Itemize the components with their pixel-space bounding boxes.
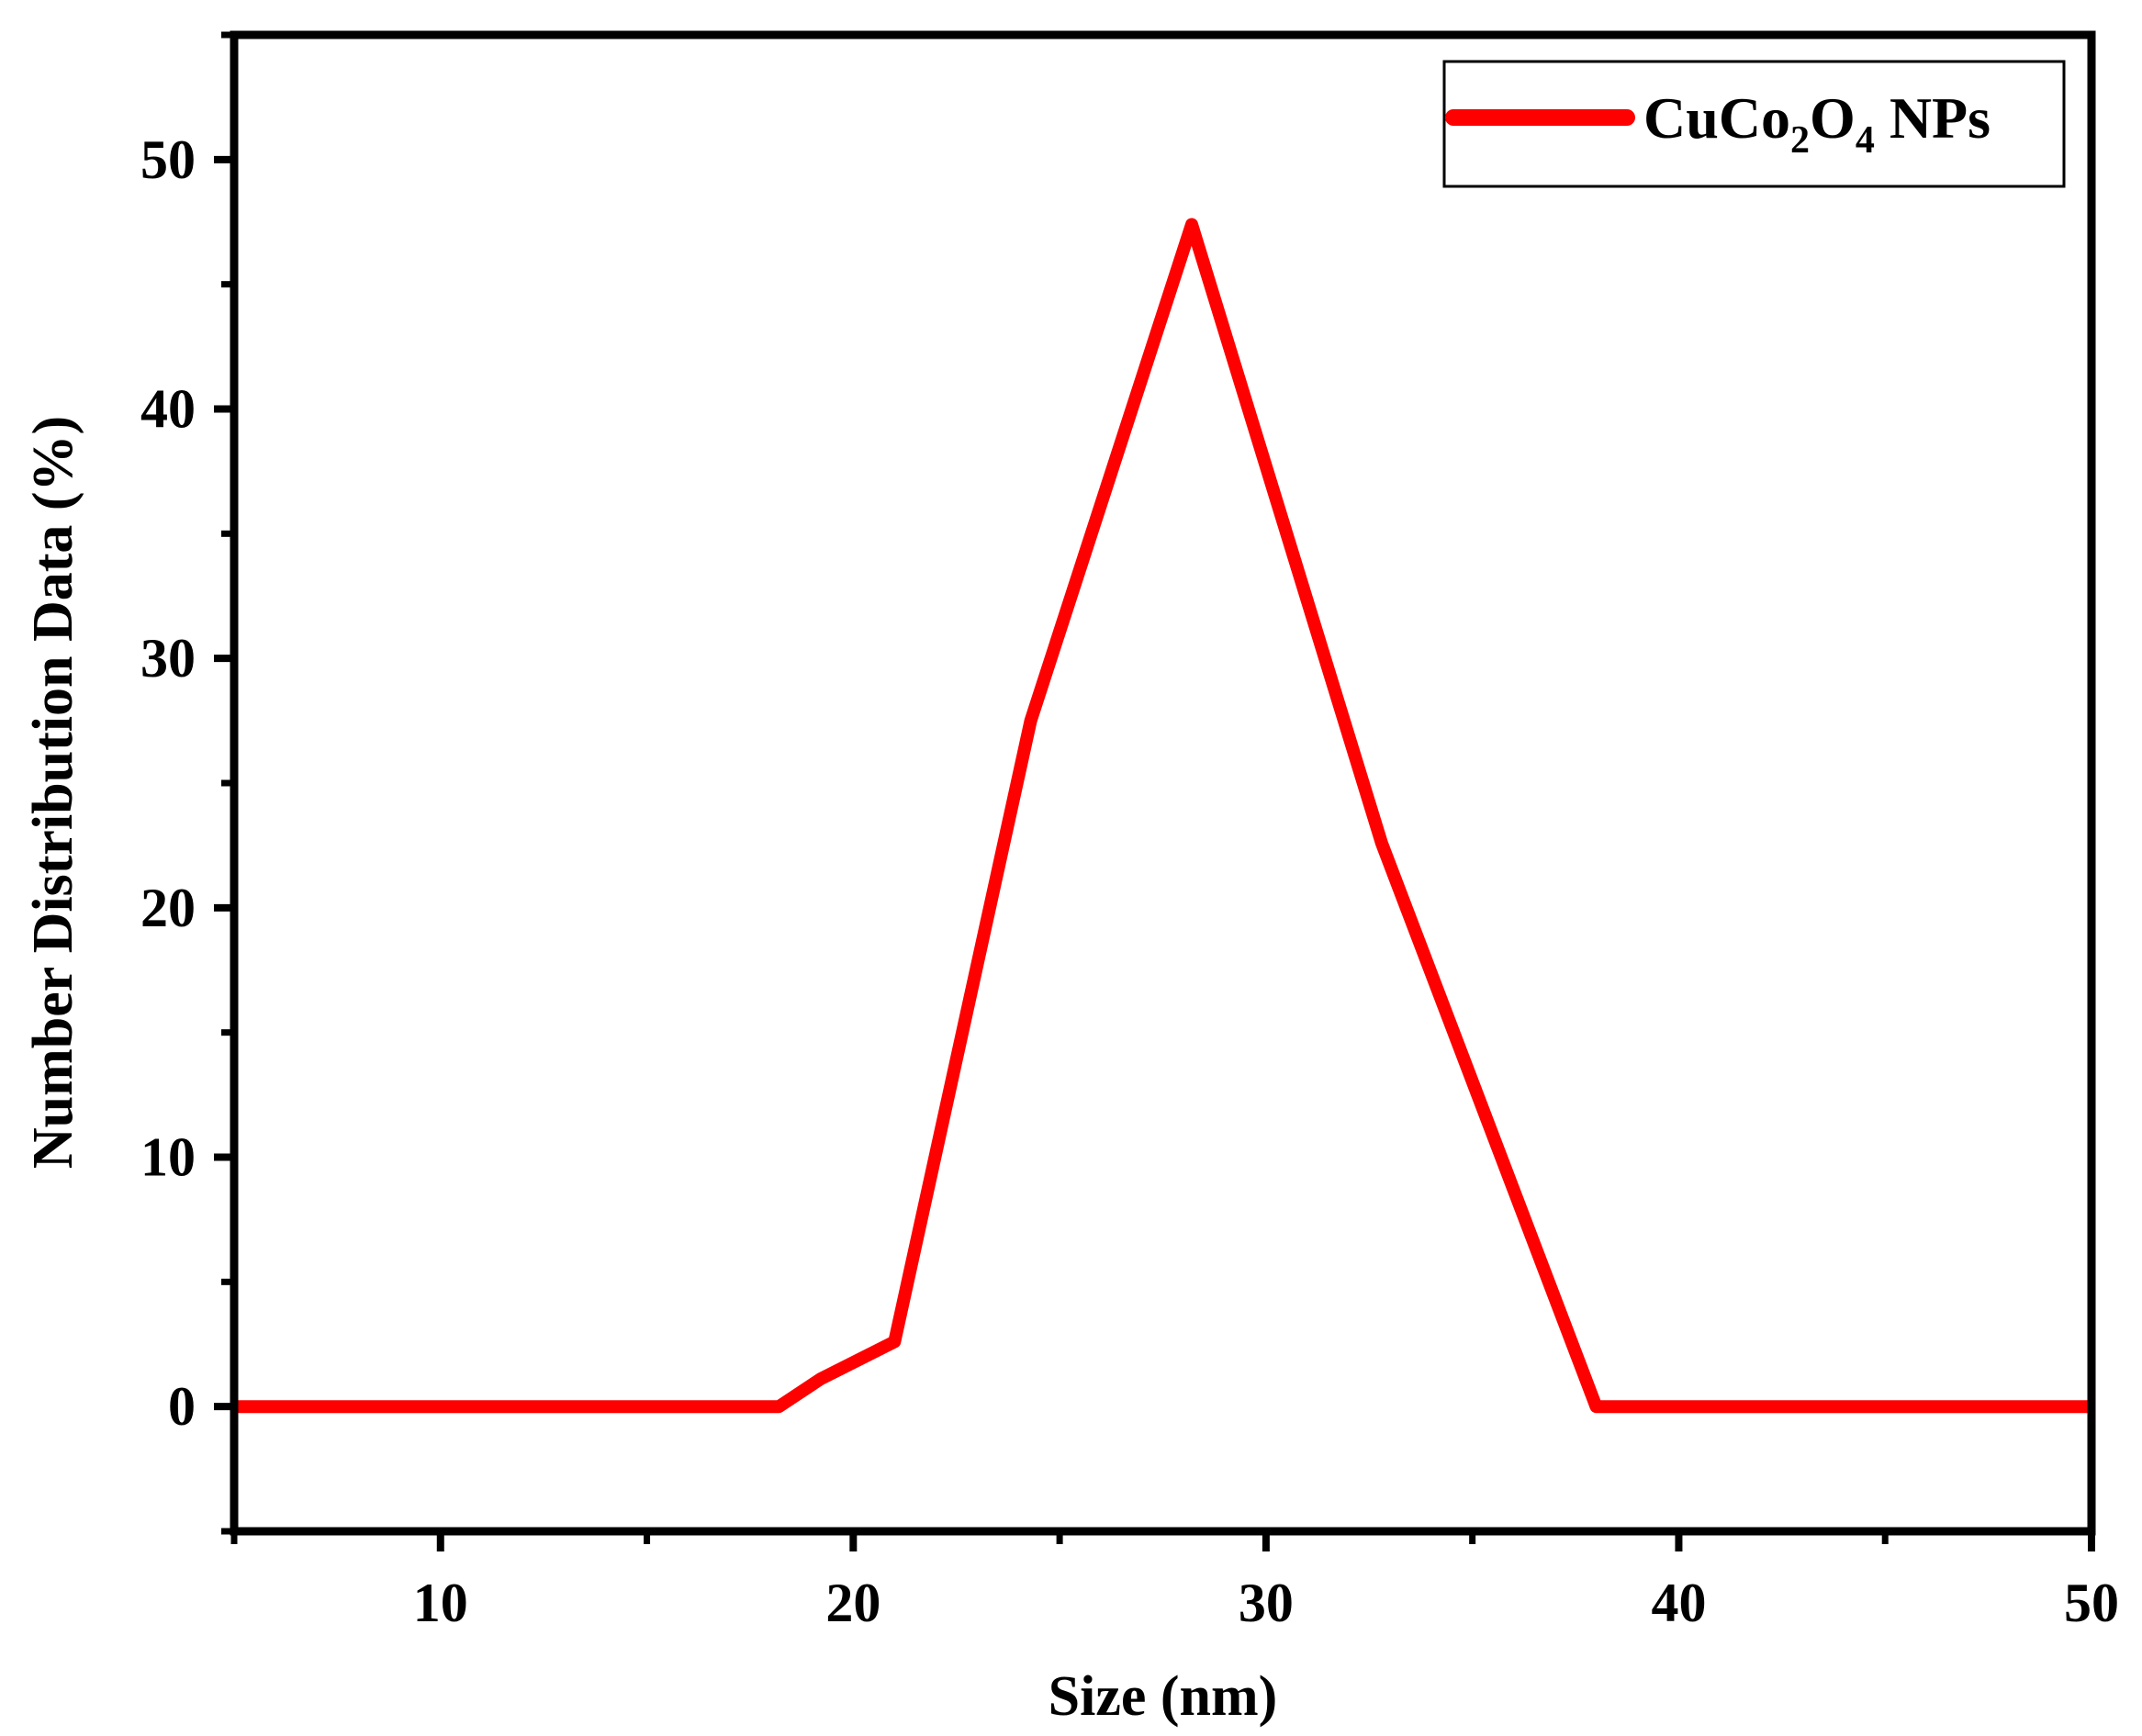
x-tick-labels: 10 20 30 40 50: [413, 1573, 2119, 1633]
legend-label-base1: CuCo: [1643, 85, 1790, 151]
y-tick-label-0: 0: [168, 1376, 196, 1437]
y-axis-title: Number Distribution Data (%): [22, 416, 84, 1169]
y-tick-label-50: 50: [140, 129, 196, 190]
series-line-0: [234, 218, 2092, 1414]
series-layer: [234, 218, 2092, 1414]
y-tick-labels: 0 10 20 30 40 50: [140, 129, 196, 1437]
x-tick-label-40: 40: [1651, 1573, 1706, 1633]
legend-label-suffix: NPs: [1875, 85, 1991, 151]
x-axis-title: Size (nm): [1049, 1665, 1278, 1728]
x-tick-label-20: 20: [825, 1573, 880, 1633]
x-tick-label-50: 50: [2064, 1573, 2119, 1633]
plot-frame: [230, 30, 2096, 1536]
legend-label: CuCo2O4 NPs: [1643, 85, 1991, 162]
y-tick-label-10: 10: [140, 1127, 196, 1188]
x-tick-label-30: 30: [1239, 1573, 1294, 1633]
x-tick-label-10: 10: [413, 1573, 468, 1633]
y-tick-label-40: 40: [140, 379, 196, 440]
y-tick-label-30: 30: [140, 628, 196, 689]
y-minor-ticks: [221, 31, 234, 1535]
legend-label-sub1: 2: [1790, 119, 1810, 162]
legend-label-sub2: 4: [1856, 119, 1875, 162]
legend-label-base2: O: [1810, 85, 1856, 151]
y-tick-label-20: 20: [140, 878, 196, 938]
legend: CuCo2O4 NPs: [1442, 60, 2066, 188]
